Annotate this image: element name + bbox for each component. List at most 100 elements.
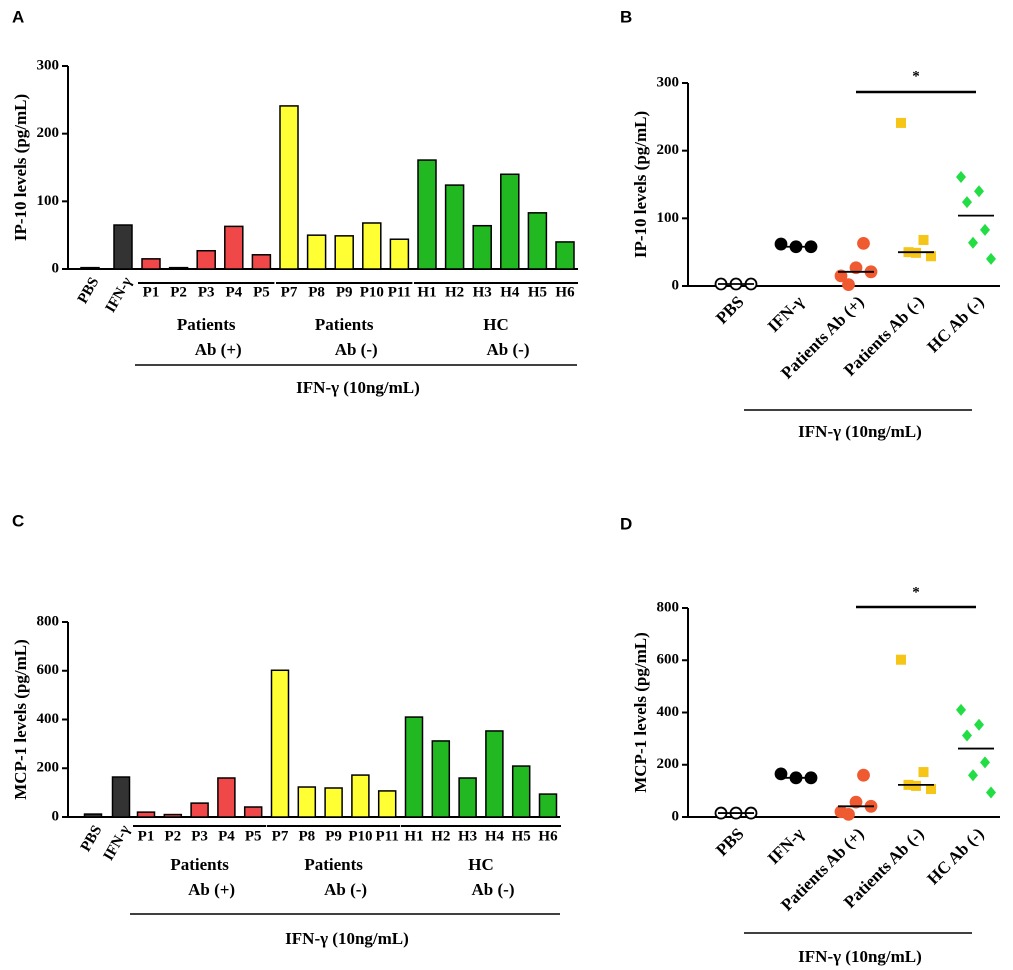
- point: [842, 278, 855, 292]
- x-tick-label: H1: [417, 284, 436, 300]
- bar: [404, 716, 424, 818]
- bar: [224, 225, 244, 270]
- y-axis-label: IP-10 levels (pg/mL): [631, 111, 650, 258]
- y-tick-label: 200: [657, 756, 680, 772]
- y-tick-label: 200: [37, 125, 60, 141]
- x-tick-label: H2: [445, 284, 464, 300]
- x-tick-label: P10: [360, 284, 384, 300]
- x-tick-label: PBS: [712, 292, 747, 327]
- x-tick-label: H1: [404, 828, 423, 844]
- significance-label: *: [912, 68, 920, 84]
- x-tick-label: P3: [198, 284, 215, 300]
- group-subtitle: Ab (+): [188, 880, 235, 899]
- y-axis-label: MCP-1 levels (pg/mL): [631, 632, 650, 793]
- y-tick-label: 600: [657, 652, 680, 668]
- point: [774, 767, 788, 781]
- x-tick-label: P4: [218, 828, 235, 844]
- point: [974, 185, 984, 198]
- y-tick-label: 300: [657, 74, 680, 90]
- y-tick-label: 200: [37, 760, 60, 776]
- y-tick-label: 200: [657, 142, 680, 158]
- x-tick-label: PBS: [75, 275, 103, 307]
- point: [849, 795, 863, 809]
- y-tick-label: 600: [37, 662, 60, 678]
- group-subtitle: Ab (-): [487, 340, 530, 359]
- x-tick-label: P5: [253, 284, 270, 300]
- point: [918, 234, 929, 245]
- x-tick-label: P2: [170, 284, 187, 300]
- point: [849, 261, 863, 275]
- point: [834, 269, 848, 283]
- x-tick-label: P1: [138, 828, 155, 844]
- x-tick-label: H3: [473, 284, 492, 300]
- panel-letter: B: [620, 7, 632, 26]
- bar: [538, 793, 558, 818]
- x-tick-label: IFN-γ: [101, 823, 134, 864]
- point: [926, 784, 936, 795]
- x-tick-label: P7: [272, 828, 289, 844]
- x-tick-label: P8: [298, 828, 315, 844]
- point: [968, 236, 978, 249]
- x-tick-label: H5: [512, 828, 531, 844]
- bar: [500, 173, 520, 270]
- bar: [279, 105, 299, 270]
- treatment-label: IFN-γ (10ng/mL): [798, 422, 922, 441]
- point: [926, 251, 936, 262]
- y-tick-label: 800: [37, 613, 60, 629]
- significance-label: *: [912, 584, 920, 600]
- point: [857, 236, 870, 250]
- point: [896, 117, 906, 128]
- bar: [472, 224, 492, 270]
- x-tick-label: P3: [191, 828, 208, 844]
- x-tick-label: P7: [281, 284, 298, 300]
- y-tick-label: 0: [672, 277, 680, 293]
- bar: [555, 241, 575, 270]
- y-tick-label: 400: [657, 704, 680, 720]
- bar: [431, 740, 451, 818]
- y-tick-label: 300: [37, 57, 60, 73]
- group-title: Patients: [177, 315, 236, 334]
- group-title: HC: [468, 855, 494, 874]
- panel-letter: D: [620, 514, 632, 533]
- x-tick-label: P4: [225, 284, 242, 300]
- y-tick-label: 0: [672, 808, 680, 824]
- y-tick-label: 400: [37, 711, 60, 727]
- y-axis-label: IP-10 levels (pg/mL): [11, 94, 30, 241]
- group-title: Patients: [170, 855, 229, 874]
- bar: [190, 802, 209, 818]
- bar: [389, 238, 410, 270]
- group-title: Patients: [304, 855, 363, 874]
- bar: [511, 765, 531, 818]
- y-tick-label: 100: [657, 210, 680, 226]
- bar: [141, 258, 161, 270]
- y-axis-label: MCP-1 levels (pg/mL): [11, 639, 30, 800]
- x-tick-label: H4: [485, 828, 505, 844]
- bar: [297, 786, 317, 818]
- x-tick-label: P10: [348, 828, 372, 844]
- x-tick-label: H5: [528, 284, 547, 300]
- bar: [217, 777, 236, 818]
- x-tick-label: H3: [458, 828, 477, 844]
- x-tick-label: P9: [325, 828, 342, 844]
- point: [962, 196, 972, 209]
- panel-letter: A: [12, 7, 24, 26]
- point: [968, 769, 978, 782]
- y-tick-label: 0: [52, 260, 60, 276]
- y-tick-label: 100: [37, 193, 60, 209]
- bar: [83, 813, 103, 818]
- bar: [351, 774, 370, 818]
- bar: [168, 266, 189, 270]
- x-tick-label: H6: [538, 828, 558, 844]
- point: [842, 807, 855, 821]
- point: [857, 768, 870, 782]
- treatment-label: IFN-γ (10ng/mL): [285, 929, 409, 948]
- x-tick-label: PBS: [712, 824, 747, 859]
- treatment-label: IFN-γ (10ng/mL): [296, 378, 420, 397]
- x-tick-label: HC Ab (-): [923, 292, 987, 356]
- point: [956, 171, 966, 184]
- bar: [334, 235, 354, 270]
- x-tick-label: IFN-γ: [764, 824, 808, 868]
- x-tick-label: PBS: [78, 823, 106, 855]
- bar: [111, 776, 131, 818]
